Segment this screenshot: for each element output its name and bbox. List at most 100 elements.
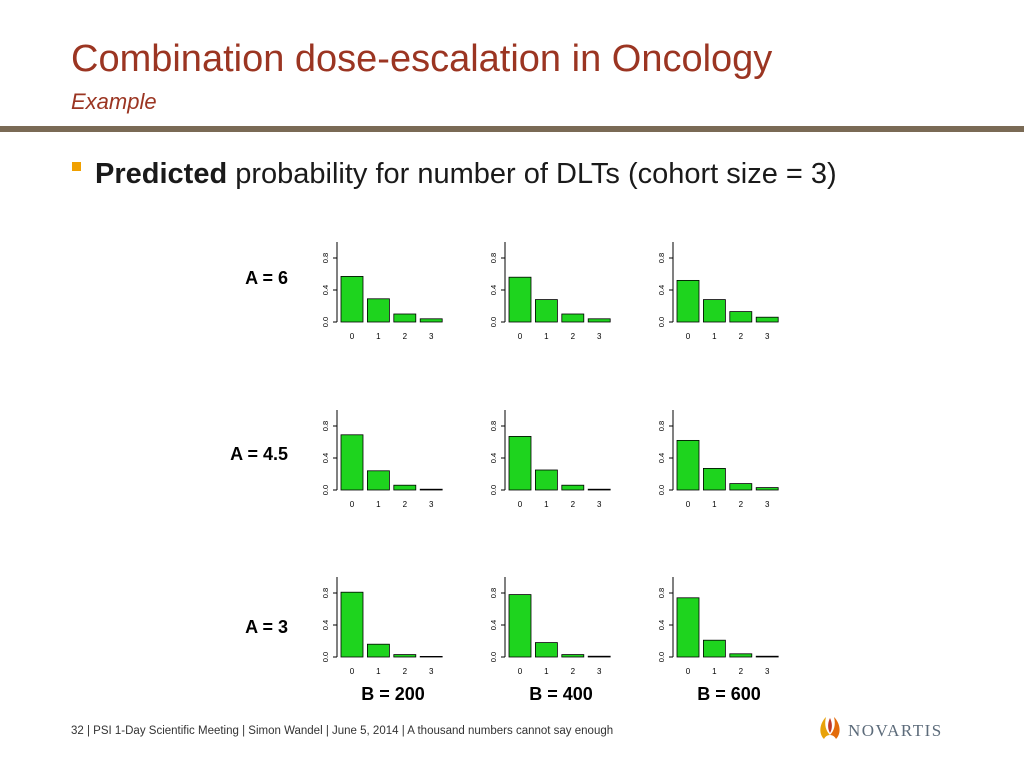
- chart-2-1-bar-0: [508, 594, 532, 658]
- bullet-square-icon: [72, 161, 81, 171]
- chart-0-2-x-tick-label: 0: [686, 332, 691, 341]
- chart-1-0-x-tick-label: 2: [403, 500, 408, 509]
- chart-1-1-bar-0: [508, 435, 532, 491]
- col-label-b200: B = 200: [361, 684, 425, 704]
- chart-1-2-bar-0: [676, 439, 700, 491]
- chart-0-2-y-tick-label: 0.8: [657, 253, 666, 263]
- chart-2-2-y-tick-label: 0.4: [657, 620, 666, 630]
- chart-0-2-bar-0: [676, 279, 700, 323]
- chart-1-0-y-tick-label: 0.8: [321, 421, 330, 431]
- chart-0-0-bar-1: [366, 298, 390, 323]
- footer: 32 | PSI 1-Day Scientific Meeting | Simo…: [71, 725, 613, 737]
- chart-2-1-bar-3: [587, 655, 611, 658]
- chart-2-0-bar-1: [366, 643, 390, 658]
- chart-0-0-y-tick-label: 0.4: [321, 285, 330, 295]
- chart-2-2-x-tick-label: 1: [712, 667, 717, 676]
- chart-2-1-bar-2: [561, 654, 585, 658]
- chart-2-1-y-tick-label: 0.8: [489, 588, 498, 598]
- chart-2-2-x-tick-label: 0: [686, 667, 691, 676]
- chart-0-1-bar-3: [587, 318, 611, 323]
- chart-1-0-bar-3: [419, 488, 443, 491]
- chart-2-2-bar-0: [676, 597, 700, 658]
- chart-0-1-bar-2: [561, 313, 585, 323]
- chart-1-2-y-tick-label: 0.0: [657, 485, 666, 495]
- chart-1-1-y-tick-label: 0.4: [489, 453, 498, 463]
- chart-1-2-x-tick-label: 0: [686, 500, 691, 509]
- chart-1-2-x-tick-label: 1: [712, 500, 717, 509]
- chart-2-2-y-tick-label: 0.0: [657, 652, 666, 662]
- chart-0-0-bar-0: [340, 275, 364, 323]
- chart-2-2-bar-2: [729, 653, 753, 658]
- chart-0-2-y-tick-label: 0.4: [657, 285, 666, 295]
- chart-1-0-x-tick-label: 3: [429, 500, 434, 509]
- chart-0-0-x-tick-label: 3: [429, 332, 434, 341]
- chart-0-0-x-tick-label: 0: [350, 332, 355, 341]
- chart-2-1-x-tick-label: 0: [518, 667, 523, 676]
- chart-1-2-bar-3: [755, 487, 779, 491]
- chart-0-1-x-tick-label: 1: [544, 332, 549, 341]
- chart-1-2-x-tick-label: 2: [739, 500, 744, 509]
- row-label-a4-5: A = 4.5: [230, 444, 288, 464]
- bullet-text: probability for number of DLTs (cohort s…: [227, 158, 837, 190]
- chart-2-0-x-tick-label: 0: [350, 667, 355, 676]
- chart-1-1-bar-1: [535, 469, 558, 491]
- chart-2-2-x-tick-label: 3: [765, 667, 770, 676]
- chart-2-0-bar-2: [393, 654, 417, 658]
- chart-1-2-y-tick-label: 0.4: [657, 453, 666, 463]
- chart-0-2-y-tick-label: 0.0: [657, 317, 666, 327]
- chart-0-1-x-tick-label: 3: [597, 332, 602, 341]
- chart-2-1-bar-1: [535, 642, 558, 658]
- page-subtitle: Example: [71, 89, 157, 114]
- chart-1-1-x-tick-label: 1: [544, 500, 549, 509]
- chart-0-1-y-tick-label: 0.8: [489, 253, 498, 263]
- novartis-logo-text: NOVARTIS: [848, 721, 943, 740]
- col-label-b600: B = 600: [697, 684, 761, 704]
- chart-0-2-x-tick-label: 3: [765, 332, 770, 341]
- chart-0-0-bar-2: [393, 313, 417, 323]
- chart-1-0-bar-2: [393, 484, 417, 491]
- chart-0-0-bar-3: [419, 318, 443, 323]
- chart-1-0-x-tick-label: 1: [376, 500, 381, 509]
- chart-1-1-x-tick-label: 0: [518, 500, 523, 509]
- chart-2-2-x-tick-label: 2: [739, 667, 744, 676]
- chart-2-0-x-tick-label: 1: [376, 667, 381, 676]
- chart-2-0-x-tick-label: 2: [403, 667, 408, 676]
- chart-1-1-bar-2: [561, 484, 585, 491]
- chart-2-0-y-tick-label: 0.0: [321, 652, 330, 662]
- chart-0-0-x-tick-label: 1: [376, 332, 381, 341]
- chart-0-2-bar-1: [703, 299, 726, 323]
- chart-1-2-bar-2: [729, 483, 753, 491]
- chart-1-0-bar-0: [340, 434, 364, 491]
- footer-text: | PSI 1-Day Scientific Meeting | Simon W…: [83, 725, 614, 737]
- chart-0-0-y-tick-label: 0.8: [321, 253, 330, 263]
- chart-2-1-y-tick-label: 0.0: [489, 652, 498, 662]
- chart-0-2-bar-3: [755, 316, 779, 323]
- chart-2-1-x-tick-label: 2: [571, 667, 576, 676]
- page-number: 32: [71, 725, 84, 737]
- chart-0-1-x-tick-label: 0: [518, 332, 523, 341]
- row-label-a3: A = 3: [245, 617, 288, 637]
- chart-0-1-y-tick-label: 0.0: [489, 317, 498, 327]
- chart-2-0-y-tick-label: 0.8: [321, 588, 330, 598]
- chart-2-0-x-tick-label: 3: [429, 667, 434, 676]
- chart-2-1-x-tick-label: 3: [597, 667, 602, 676]
- chart-1-1-x-tick-label: 2: [571, 500, 576, 509]
- chart-1-2-y-tick-label: 0.8: [657, 421, 666, 431]
- chart-0-0-x-tick-label: 2: [403, 332, 408, 341]
- bullet-point: Predicted probability for number of DLTs…: [72, 158, 837, 191]
- chart-0-2-x-tick-label: 1: [712, 332, 717, 341]
- chart-2-1-x-tick-label: 1: [544, 667, 549, 676]
- chart-2-2-y-tick-label: 0.8: [657, 588, 666, 598]
- chart-2-0-y-tick-label: 0.4: [321, 620, 330, 630]
- page-title: Combination dose-escalation in Oncology: [71, 38, 773, 80]
- header-divider: [0, 126, 1024, 132]
- chart-0-1-x-tick-label: 2: [571, 332, 576, 341]
- chart-2-1-y-tick-label: 0.4: [489, 620, 498, 630]
- chart-2-0-bar-0: [340, 591, 364, 658]
- row-label-a6: A = 6: [245, 268, 288, 288]
- chart-0-0-y-tick-label: 0.0: [321, 317, 330, 327]
- chart-1-2-bar-1: [703, 467, 726, 491]
- chart-1-0-bar-1: [366, 470, 390, 491]
- chart-0-2-bar-2: [729, 311, 753, 323]
- chart-1-0-y-tick-label: 0.0: [321, 485, 330, 495]
